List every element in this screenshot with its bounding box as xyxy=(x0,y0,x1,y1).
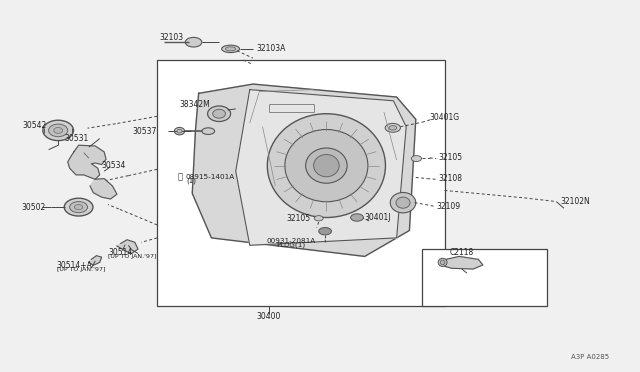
Ellipse shape xyxy=(74,205,83,210)
Text: 30514+A: 30514+A xyxy=(57,261,93,270)
Polygon shape xyxy=(440,256,483,269)
Polygon shape xyxy=(192,84,416,256)
Ellipse shape xyxy=(221,45,239,52)
Ellipse shape xyxy=(49,124,68,137)
Ellipse shape xyxy=(43,120,74,141)
Text: 30537: 30537 xyxy=(132,126,157,136)
Ellipse shape xyxy=(440,260,445,264)
Ellipse shape xyxy=(306,148,347,183)
Text: 32108: 32108 xyxy=(438,174,462,183)
Ellipse shape xyxy=(202,128,214,135)
Text: 32105: 32105 xyxy=(287,214,311,223)
Ellipse shape xyxy=(396,197,410,208)
Text: 00931-2081A: 00931-2081A xyxy=(267,238,316,244)
Circle shape xyxy=(319,228,332,235)
Text: 30401J: 30401J xyxy=(365,213,391,222)
Text: PLUG(1): PLUG(1) xyxy=(276,241,306,248)
Polygon shape xyxy=(68,145,106,179)
Text: [UP TO JAN.'97]: [UP TO JAN.'97] xyxy=(57,267,106,272)
Text: Ⓦ: Ⓦ xyxy=(177,172,182,181)
Circle shape xyxy=(412,155,422,161)
Text: 32105: 32105 xyxy=(438,153,462,161)
Ellipse shape xyxy=(70,202,88,213)
Text: 30400: 30400 xyxy=(256,312,280,321)
Ellipse shape xyxy=(314,154,339,177)
Text: 32102N: 32102N xyxy=(560,197,590,206)
Ellipse shape xyxy=(64,198,93,216)
Text: 38342M: 38342M xyxy=(179,100,211,109)
Ellipse shape xyxy=(438,258,447,266)
Ellipse shape xyxy=(54,128,63,134)
Ellipse shape xyxy=(212,109,225,118)
Ellipse shape xyxy=(285,129,368,202)
Ellipse shape xyxy=(177,129,182,133)
Circle shape xyxy=(185,37,202,47)
Text: 30401G: 30401G xyxy=(430,113,460,122)
Text: 08915-1401A: 08915-1401A xyxy=(186,174,235,180)
Ellipse shape xyxy=(225,47,236,51)
Polygon shape xyxy=(90,179,117,199)
Text: C2118: C2118 xyxy=(450,248,474,257)
Text: 30502: 30502 xyxy=(21,203,45,212)
Ellipse shape xyxy=(174,128,184,135)
Polygon shape xyxy=(236,90,406,245)
Circle shape xyxy=(389,126,397,130)
Text: 30534: 30534 xyxy=(102,161,126,170)
Ellipse shape xyxy=(207,106,230,122)
Text: (1): (1) xyxy=(186,178,196,185)
Polygon shape xyxy=(117,240,138,253)
Circle shape xyxy=(351,214,364,221)
Bar xyxy=(422,249,547,307)
Text: 30542: 30542 xyxy=(22,122,47,131)
Text: 30514: 30514 xyxy=(108,248,132,257)
Circle shape xyxy=(314,216,323,221)
Ellipse shape xyxy=(268,114,385,218)
Text: [UP TO JAN.'97]: [UP TO JAN.'97] xyxy=(108,254,157,259)
Ellipse shape xyxy=(390,192,416,213)
Text: A3P A0285: A3P A0285 xyxy=(570,354,609,360)
Polygon shape xyxy=(89,256,102,265)
Text: 32109: 32109 xyxy=(437,202,461,211)
Text: 32103A: 32103A xyxy=(256,44,285,52)
Text: 32103: 32103 xyxy=(159,33,183,42)
Circle shape xyxy=(385,124,401,132)
Text: 30531: 30531 xyxy=(65,134,89,143)
Bar xyxy=(157,60,445,307)
